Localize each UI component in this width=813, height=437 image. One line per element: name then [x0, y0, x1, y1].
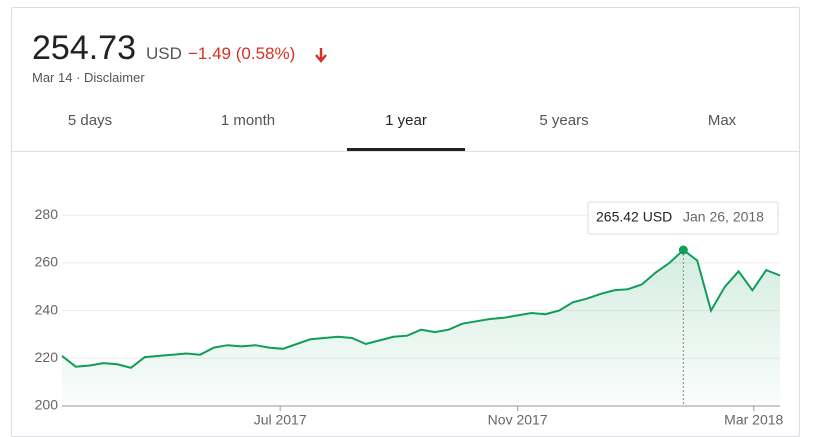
tooltip-date: Jan 26, 2018 [683, 209, 764, 225]
stock-card: 254.73 USD −1.49 (0.58%) Mar 14 · Discla… [11, 7, 800, 437]
y-tick-label: 280 [35, 206, 59, 222]
x-tick-label: Mar 2018 [724, 412, 783, 428]
y-tick-label: 220 [35, 349, 59, 365]
tab[interactable]: Max [707, 112, 737, 129]
y-tick-label: 240 [35, 301, 59, 317]
date-note: Mar 14 · Disclaimer [32, 70, 145, 85]
separator [12, 151, 799, 152]
tooltip-value: 265.42 USD [596, 209, 672, 225]
x-tick-label: Nov 2017 [488, 412, 548, 428]
tab[interactable]: 5 days [67, 112, 113, 129]
y-tick-label: 200 [35, 397, 59, 413]
tab-underline [347, 148, 465, 151]
tab[interactable]: 1 month [220, 112, 276, 129]
tooltip-box [587, 201, 779, 235]
x-tick-label: Jul 2017 [254, 412, 307, 428]
price: 254.73 [32, 29, 136, 67]
tab[interactable]: 5 years [539, 112, 589, 129]
y-tick-label: 260 [35, 254, 59, 270]
down-arrow [315, 48, 327, 63]
price-line [61, 248, 781, 369]
price-change: −1.49 (0.58%) [188, 44, 296, 63]
area [62, 250, 780, 406]
currency: USD [146, 44, 182, 63]
tooltip-point [678, 245, 688, 255]
tab[interactable]: 1 year [385, 112, 427, 129]
